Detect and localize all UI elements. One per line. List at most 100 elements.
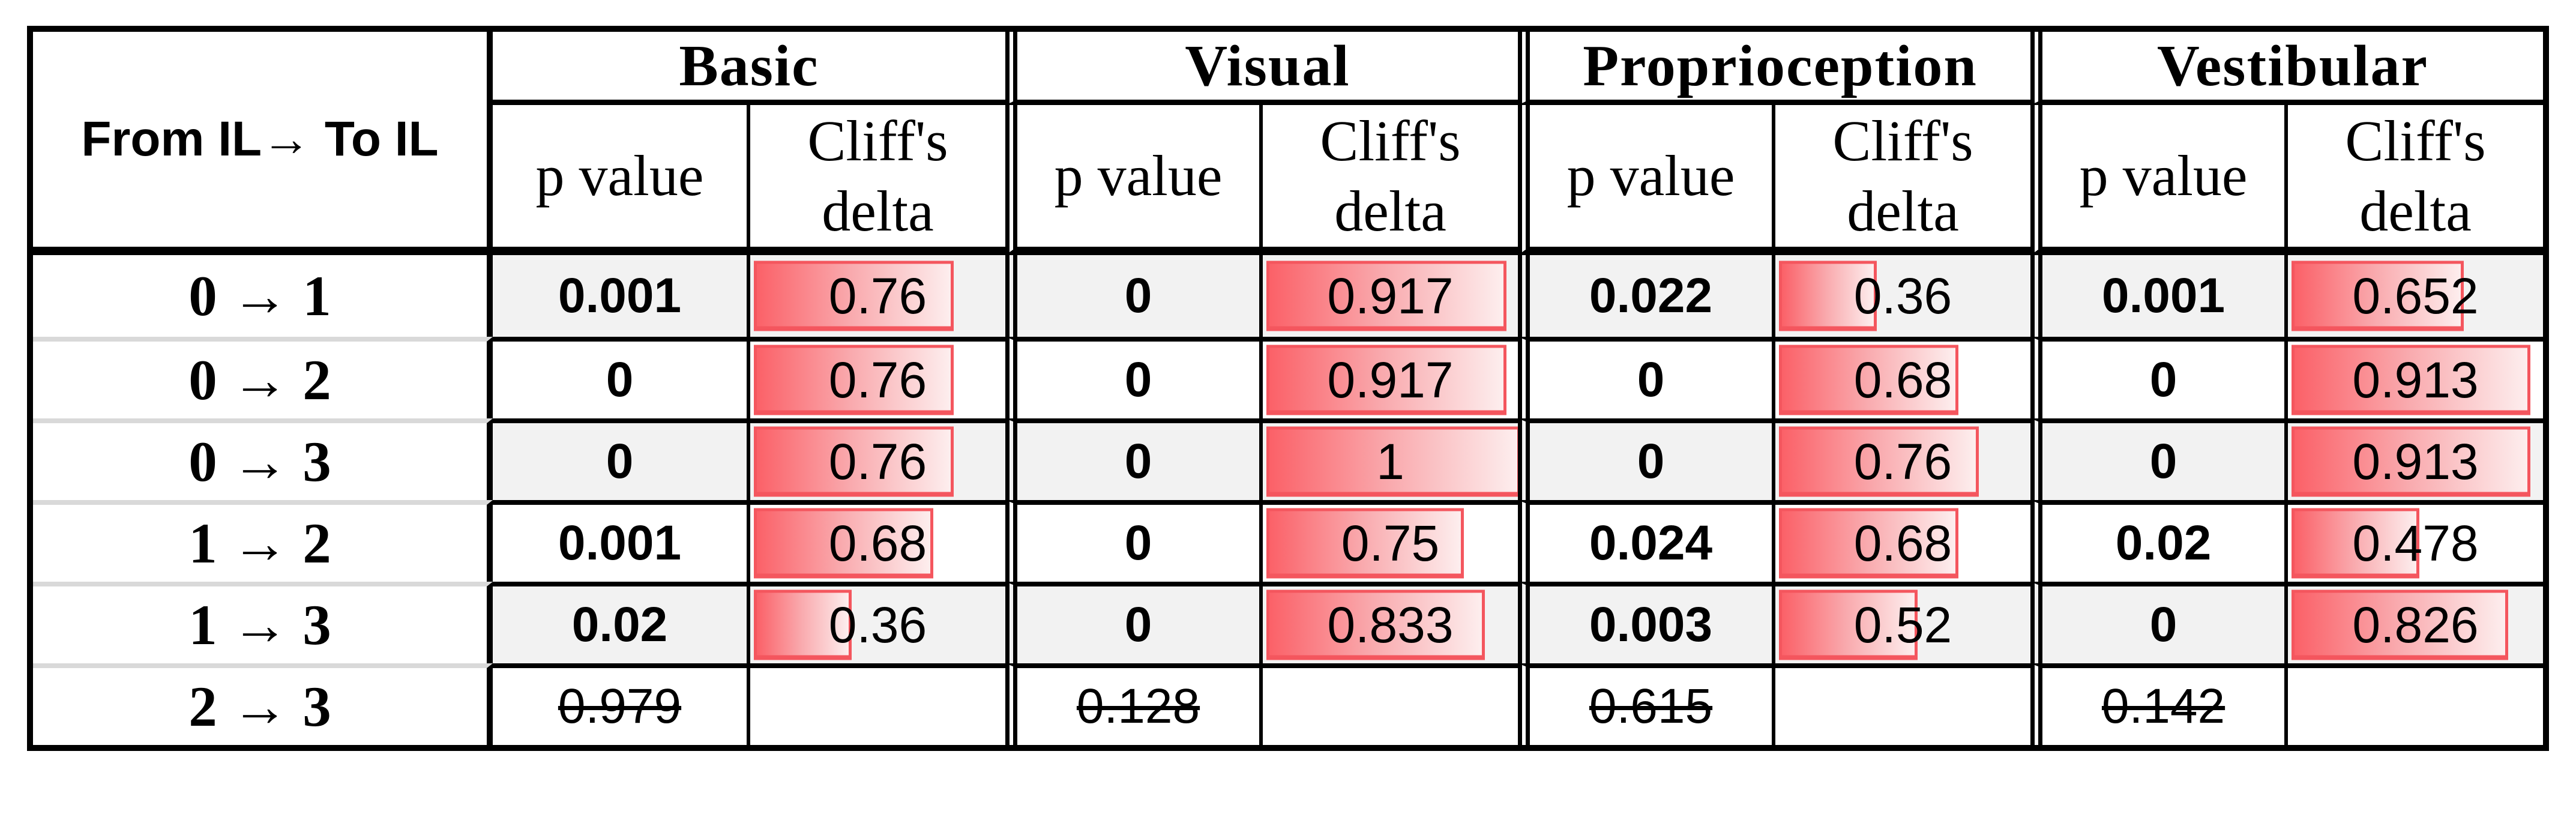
cliffs-delta-cell: 0.913 <box>2284 418 2544 500</box>
delta-value: 0.68 <box>1853 352 1952 408</box>
cliffs-delta-cell: 0.917 <box>1259 255 1518 337</box>
delta-value: 1 <box>1376 433 1404 490</box>
delta-value: 0.652 <box>2352 268 2479 324</box>
table-row: 0 → 3 0 0.76 0 1 0 0.76 0 0.913 <box>33 418 2544 500</box>
p-value-cell: 0 <box>493 418 747 500</box>
delta-value: 0.913 <box>2352 433 2479 490</box>
delta-bar <box>754 345 954 415</box>
cliffs-delta-header: Cliff's delta <box>747 105 1006 255</box>
p-value: 0 <box>2149 434 2177 489</box>
p-value: 0 <box>1637 352 1665 407</box>
p-value: 0.022 <box>1589 268 1713 323</box>
cliffs-delta-cell: 0.826 <box>2284 582 2544 663</box>
p-value-header: p value <box>1005 105 1260 255</box>
cliffs-delta-header: Cliff's delta <box>2284 105 2544 255</box>
p-value-cell: 0 <box>1005 418 1260 500</box>
cliffs-delta-cell: 0.76 <box>1772 418 2031 500</box>
p-value: 0.02 <box>2115 516 2212 570</box>
cliffs-delta-cell <box>1772 663 2031 745</box>
cliffs-delta-cell: 0.76 <box>747 418 1006 500</box>
p-value-header: p value <box>493 105 747 255</box>
corner-header: From IL→ To IL <box>33 32 493 255</box>
delta-value: 0.36 <box>1853 268 1952 324</box>
group-header-proprioception: Proprioception <box>1518 32 2031 105</box>
group-header-row: From IL→ To IL Basic Visual Propriocepti… <box>33 32 2544 255</box>
table-row: 2 → 3 0.979 0.128 0.615 0.142 <box>33 663 2544 745</box>
p-value: 0 <box>2149 352 2177 407</box>
p-value-cell: 0.02 <box>493 582 747 663</box>
table-row: 0 → 2 0 0.76 0 0.917 0 0.68 0 0.913 <box>33 337 2544 418</box>
p-value-cell: 0 <box>1005 255 1260 337</box>
cliffs-delta-cell: 0.76 <box>747 255 1006 337</box>
delta-value: 0.478 <box>2352 515 2479 571</box>
cliffs-delta-cell: 1 <box>1259 418 1518 500</box>
delta-bar <box>754 261 954 331</box>
delta-bar <box>1266 508 1464 579</box>
p-value: 0.979 <box>558 679 682 734</box>
table-row: 0 → 1 0.001 0.76 0 0.917 0.022 0.36 0.00… <box>33 255 2544 337</box>
cliffs-delta-header: Cliff's delta <box>1259 105 1518 255</box>
p-value-cell: 0 <box>493 337 747 418</box>
cliffs-delta-cell: 0.76 <box>747 337 1006 418</box>
p-value-cell: 0.001 <box>493 500 747 582</box>
cliffs-delta-cell <box>2284 663 2544 745</box>
row-label: 0 → 1 <box>33 255 493 337</box>
p-value-cell: 0 <box>1005 582 1260 663</box>
p-value-cell: 0.02 <box>2030 500 2285 582</box>
p-value: 0 <box>1124 268 1152 323</box>
delta-value: 0.913 <box>2352 352 2479 408</box>
cliffs-delta-cell: 0.75 <box>1259 500 1518 582</box>
delta-bar <box>2292 508 2420 579</box>
p-value-cell: 0 <box>1005 337 1260 418</box>
cliffs-delta-cell: 0.36 <box>747 582 1006 663</box>
pairwise-comparison-table: From IL→ To IL Basic Visual Propriocepti… <box>27 26 2550 751</box>
delta-value: 0.917 <box>1327 352 1454 408</box>
cliffs-delta-cell: 0.68 <box>1772 500 2031 582</box>
delta-bar <box>1779 261 1877 331</box>
p-value: 0 <box>1124 597 1152 652</box>
p-value: 0.001 <box>2101 268 2225 323</box>
p-value-cell: 0 <box>2030 418 2285 500</box>
row-label: 1 → 2 <box>33 500 493 582</box>
delta-bar <box>1779 589 1918 660</box>
delta-value: 0.68 <box>828 515 927 571</box>
delta-bar <box>2292 426 2531 497</box>
p-value-cell: 0.615 <box>1518 663 1772 745</box>
p-value-cell: 0.001 <box>2030 255 2285 337</box>
cliffs-delta-cell <box>1259 663 1518 745</box>
p-value-cell: 0.979 <box>493 663 747 745</box>
table-row: 1 → 3 0.02 0.36 0 0.833 0.003 0.52 0 0.8… <box>33 582 2544 663</box>
group-header-basic: Basic <box>493 32 1006 105</box>
delta-bar <box>1266 589 1485 660</box>
delta-bar <box>2292 589 2509 660</box>
delta-bar <box>754 589 852 660</box>
cliffs-delta-cell: 0.913 <box>2284 337 2544 418</box>
p-value: 0 <box>2149 597 2177 652</box>
delta-bar <box>1266 345 1506 415</box>
delta-value: 0.75 <box>1341 515 1440 571</box>
cliffs-delta-cell: 0.833 <box>1259 582 1518 663</box>
p-value: 0.001 <box>558 516 682 570</box>
sub-header-row: p value Cliff's delta p value Cliff's delt… <box>33 105 2544 255</box>
row-label: 0 → 3 <box>33 418 493 500</box>
p-value-header: p value <box>1518 105 1772 255</box>
p-value: 0.142 <box>2101 679 2225 734</box>
p-value-cell: 0.003 <box>1518 582 1772 663</box>
delta-value: 0.917 <box>1327 268 1454 324</box>
cliffs-delta-header: Cliff's delta <box>1772 105 2031 255</box>
cliffs-delta-cell: 0.478 <box>2284 500 2544 582</box>
p-value-cell: 0 <box>1518 418 1772 500</box>
delta-value: 0.76 <box>1853 433 1952 490</box>
delta-value: 0.36 <box>828 597 927 653</box>
p-value-cell: 0 <box>1518 337 1772 418</box>
delta-bar <box>2292 261 2464 331</box>
p-value-cell: 0.128 <box>1005 663 1260 745</box>
p-value-cell: 0.001 <box>493 255 747 337</box>
p-value: 0 <box>1124 434 1152 489</box>
delta-bar <box>1779 426 1979 497</box>
cliffs-delta-cell: 0.68 <box>747 500 1006 582</box>
p-value: 0 <box>606 434 634 489</box>
cliffs-delta-cell: 0.68 <box>1772 337 2031 418</box>
p-value: 0.02 <box>571 597 668 652</box>
delta-value: 0.826 <box>2352 597 2479 653</box>
